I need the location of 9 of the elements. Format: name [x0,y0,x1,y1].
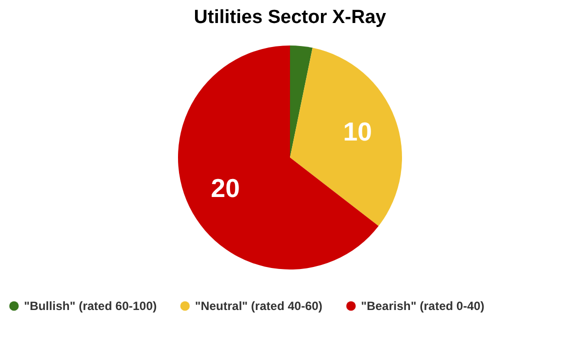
data-label: 10 [343,116,372,146]
legend-label: "Bearish" (rated 0-40) [361,299,484,313]
pie-slice [178,46,379,270]
chart-title: Utilities Sector X-Ray [194,7,387,28]
legend-label: "Bullish" (rated 60-100) [24,299,157,313]
legend-label: "Neutral" (rated 40-60) [195,299,322,313]
pie-slice [290,46,313,158]
pie-slice [290,48,402,226]
data-label: 20 [210,173,240,204]
